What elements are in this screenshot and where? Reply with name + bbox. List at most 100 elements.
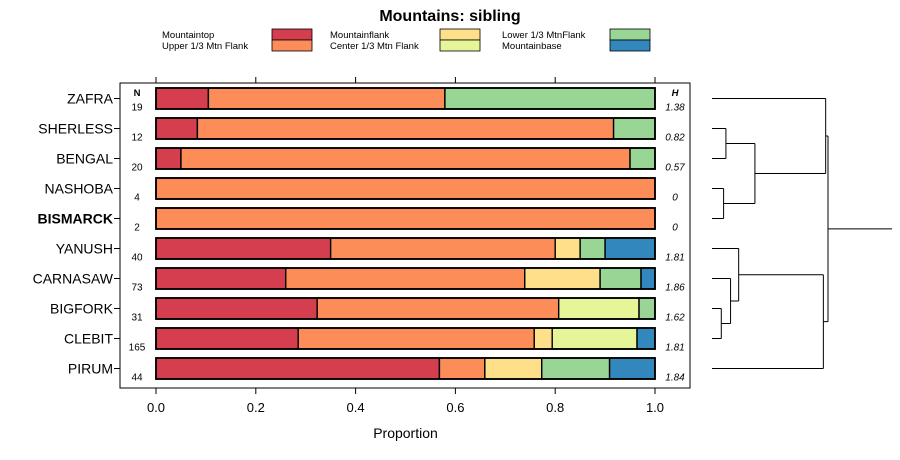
bar-segment xyxy=(554,237,581,260)
bar-outline xyxy=(155,147,656,170)
bar-segment xyxy=(155,87,210,110)
bar-segment xyxy=(640,267,656,290)
h-value: 1.62 xyxy=(665,313,685,324)
category-label: BIGFORK xyxy=(50,301,114,317)
n-value: 19 xyxy=(131,103,143,114)
bar-segment xyxy=(285,267,526,290)
bar-segment xyxy=(636,327,656,350)
bar-segment xyxy=(551,327,638,350)
legend-label: Mountaintop xyxy=(162,30,214,41)
bar-segment xyxy=(599,267,642,290)
bar-segment xyxy=(484,357,543,380)
x-tick-label: 0.0 xyxy=(147,400,165,415)
bar-segment xyxy=(155,117,199,140)
bar-segment xyxy=(612,117,656,140)
category-label: CARNASAW xyxy=(33,271,114,287)
category-label: BISMARCK xyxy=(38,211,113,227)
bar-segment xyxy=(579,237,606,260)
x-tick-label: 1.0 xyxy=(646,400,664,415)
n-value: 165 xyxy=(129,343,146,354)
n-value: 73 xyxy=(131,283,143,294)
bar-outline xyxy=(155,357,656,380)
plot-area: 0.0 0.2 0.4 0.6 0.8 1.0 Proportion N H ZAFRA 19 1.3… xyxy=(33,77,691,441)
legend-swatch xyxy=(439,39,481,52)
n-value: 12 xyxy=(131,133,143,144)
bar-outline xyxy=(155,87,656,110)
n-value: 31 xyxy=(131,313,143,324)
bar-outline xyxy=(155,117,656,140)
n-value: 20 xyxy=(131,163,143,174)
bar-segment xyxy=(444,87,656,110)
legend-swatch xyxy=(439,28,481,41)
legend-swatch xyxy=(609,28,651,41)
bar-segment xyxy=(155,297,318,320)
category-label: PIRUM xyxy=(68,361,113,377)
legend-label: Mountainflank xyxy=(330,30,389,41)
bar-segment xyxy=(533,327,553,350)
bar-segment xyxy=(438,357,486,380)
bar-outline xyxy=(155,237,656,260)
h-value: 0 xyxy=(672,193,678,204)
bar-segment xyxy=(297,327,535,350)
h-header: H xyxy=(672,88,680,99)
bar-segment xyxy=(155,357,441,380)
n-value: 40 xyxy=(131,253,143,264)
bar-outline xyxy=(155,177,656,200)
legend-swatch xyxy=(271,39,313,52)
bar-segment xyxy=(155,207,656,230)
legend-label: Mountainbase xyxy=(502,41,562,52)
x-tick-label: 0.6 xyxy=(446,400,464,415)
h-value: 0.57 xyxy=(665,163,685,174)
category-label: NASHOBA xyxy=(45,181,114,197)
n-value: 2 xyxy=(134,223,140,234)
bar-segment xyxy=(155,237,332,260)
x-axis-label: Proportion xyxy=(373,425,438,441)
h-value: 1.38 xyxy=(665,103,685,114)
bar-segment xyxy=(155,327,299,350)
bar-outline xyxy=(155,327,656,350)
bar-outline xyxy=(155,207,656,230)
chart-title: Mountains: sibling xyxy=(379,8,520,25)
category-label: YANUSH xyxy=(56,241,113,257)
legend-label: Upper 1/3 Mtn Flank xyxy=(162,41,248,52)
bar-segment xyxy=(155,267,287,290)
bar-segment xyxy=(557,297,640,320)
bar-outline xyxy=(155,267,656,290)
h-value: 1.81 xyxy=(665,253,684,264)
plot-frame xyxy=(119,82,691,389)
category-label: SHERLESS xyxy=(38,121,113,137)
bar-segment xyxy=(155,177,656,200)
legend-swatch xyxy=(271,28,313,41)
bar-segment xyxy=(180,147,631,170)
n-value: 44 xyxy=(131,373,143,384)
dendrogram xyxy=(712,98,892,369)
bar-segment xyxy=(316,297,560,320)
category-label: ZAFRA xyxy=(67,91,114,107)
x-tick-label: 0.2 xyxy=(247,400,265,415)
n-value: 4 xyxy=(134,193,140,204)
legend-label: Lower 1/3 MtnFlank xyxy=(502,30,586,41)
bar-segment xyxy=(604,237,656,260)
category-label: BENGAL xyxy=(56,151,113,167)
category-label: CLEBIT xyxy=(64,331,113,347)
bar-segment xyxy=(629,147,656,170)
bar-segment xyxy=(541,357,611,380)
h-value: 1.81 xyxy=(665,343,684,354)
n-header: N xyxy=(134,88,141,99)
bar-segment xyxy=(207,87,446,110)
h-value: 0 xyxy=(672,223,678,234)
h-value: 0.82 xyxy=(665,133,685,144)
h-value: 1.84 xyxy=(665,373,685,384)
bar-segment xyxy=(608,357,656,380)
h-value: 1.86 xyxy=(665,283,685,294)
bar-segment xyxy=(196,117,615,140)
bar-outline xyxy=(155,297,656,320)
x-tick-label: 0.4 xyxy=(347,400,365,415)
bar-segment xyxy=(155,147,182,170)
legend-label: Center 1/3 Mtn Flank xyxy=(330,41,419,52)
bar-segment xyxy=(329,237,556,260)
bar-segment xyxy=(638,297,656,320)
